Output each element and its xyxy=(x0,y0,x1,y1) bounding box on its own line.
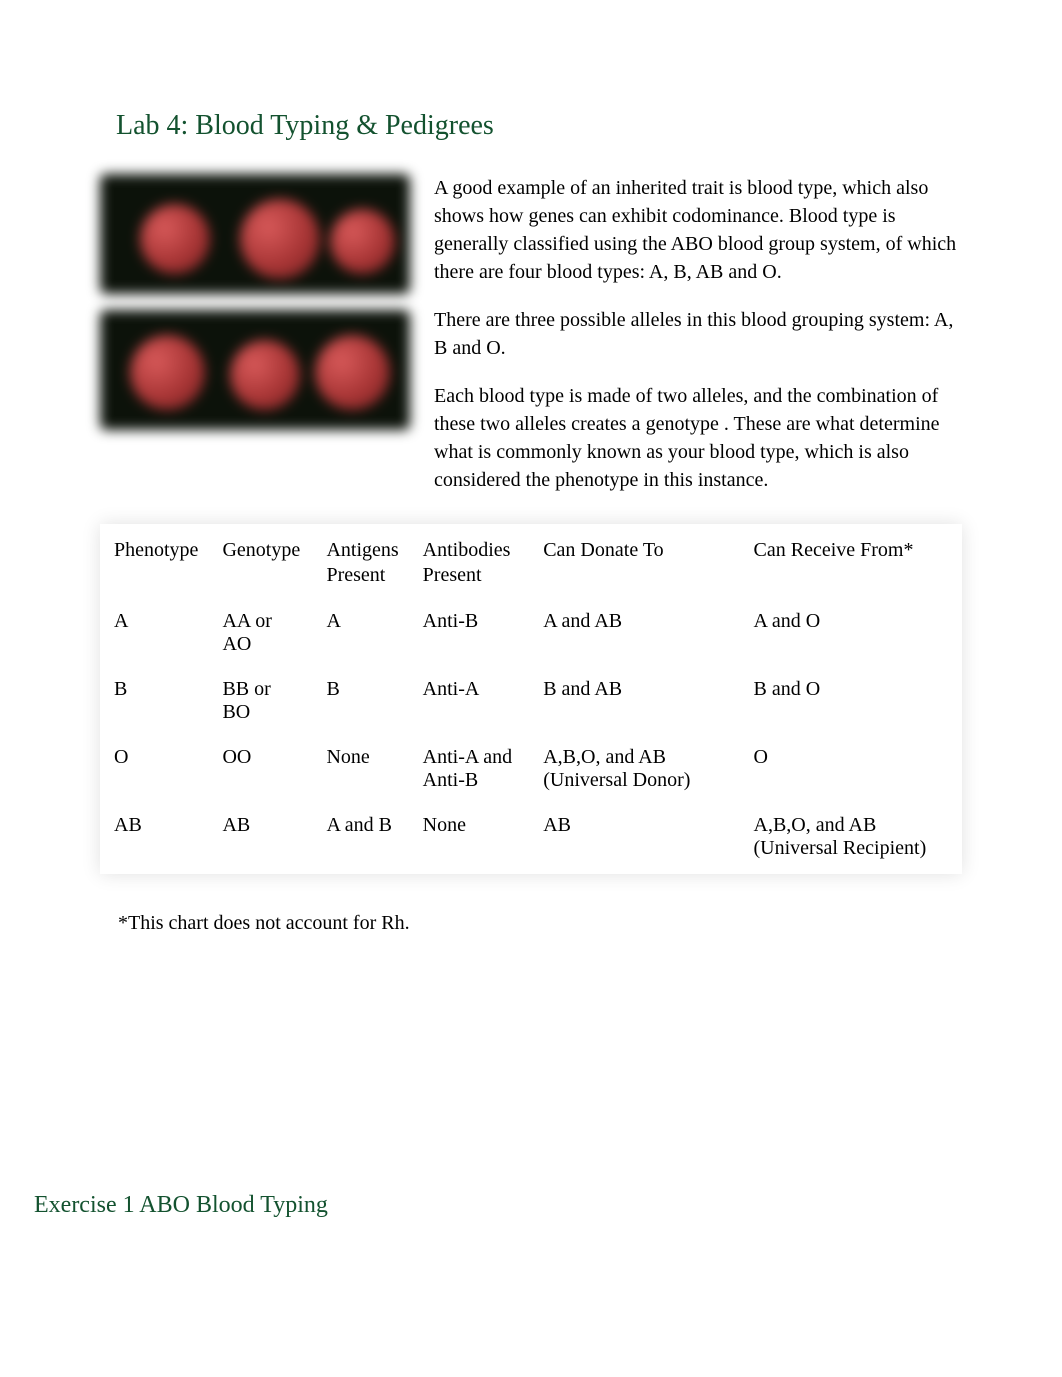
table-row: B BB or BO B Anti-A B and AB B and O xyxy=(104,670,958,732)
cell-receive: B and O xyxy=(744,670,958,732)
cell-antigens: A and B xyxy=(316,806,408,868)
table-footnote: *This chart does not account for Rh. xyxy=(118,912,962,935)
cell-receive: A,B,O, and AB (Universal Recipient) xyxy=(744,806,958,868)
table-row: AB AB A and B None AB A,B,O, and AB (Uni… xyxy=(104,806,958,868)
page-title: Lab 4: Blood Typing & Pedigrees xyxy=(116,110,962,142)
blood-type-table: Phenotype Genotype Antigens Present Anti… xyxy=(100,524,962,874)
col-header-genotype: Genotype xyxy=(212,530,312,596)
cell-genotype: BB or BO xyxy=(212,670,312,732)
col-header-donate: Can Donate To xyxy=(533,530,739,596)
intro-paragraph-1: A good example of an inherited trait is … xyxy=(434,174,962,286)
cell-genotype: OO xyxy=(212,738,312,800)
col-header-phenotype: Phenotype xyxy=(104,530,208,596)
col-header-antigens: Antigens Present xyxy=(316,530,408,596)
blood-cells-image-2 xyxy=(100,310,410,430)
intro-paragraph-3: Each blood type is made of two alleles, … xyxy=(434,382,962,494)
cell-antibodies: Anti-A xyxy=(413,670,530,732)
cell-genotype: AB xyxy=(212,806,312,868)
cell-receive: O xyxy=(744,738,958,800)
cell-antibodies: Anti-B xyxy=(413,602,530,664)
col-header-antibodies: Antibodies Present xyxy=(413,530,530,596)
cell-antibodies: None xyxy=(413,806,530,868)
cell-phenotype: B xyxy=(104,670,208,732)
cell-genotype: AA or AO xyxy=(212,602,312,664)
cell-phenotype: A xyxy=(104,602,208,664)
exercise-heading: Exercise 1 ABO Blood Typing xyxy=(34,1192,328,1219)
page: Lab 4: Blood Typing & Pedigrees A good e… xyxy=(0,0,1062,995)
images-column xyxy=(100,174,410,514)
col-header-receive: Can Receive From* xyxy=(744,530,958,596)
cell-receive: A and O xyxy=(744,602,958,664)
cell-donate: A and AB xyxy=(533,602,739,664)
cell-antigens: None xyxy=(316,738,408,800)
cell-donate: AB xyxy=(533,806,739,868)
cell-phenotype: AB xyxy=(104,806,208,868)
cell-donate: B and AB xyxy=(533,670,739,732)
cell-phenotype: O xyxy=(104,738,208,800)
table-row: O OO None Anti-A and Anti-B A,B,O, and A… xyxy=(104,738,958,800)
cell-donate: A,B,O, and AB (Universal Donor) xyxy=(533,738,739,800)
cell-antigens: B xyxy=(316,670,408,732)
table-row: A AA or AO A Anti-B A and AB A and O xyxy=(104,602,958,664)
cell-antibodies: Anti-A and Anti-B xyxy=(413,738,530,800)
blood-type-table-wrap: Phenotype Genotype Antigens Present Anti… xyxy=(100,524,962,874)
table-header-row: Phenotype Genotype Antigens Present Anti… xyxy=(104,530,958,596)
blood-cells-image-1 xyxy=(100,174,410,294)
cell-antigens: A xyxy=(316,602,408,664)
intro-paragraph-2: There are three possible alleles in this… xyxy=(434,306,962,362)
intro-text: A good example of an inherited trait is … xyxy=(434,174,962,514)
intro-row: A good example of an inherited trait is … xyxy=(100,174,962,514)
